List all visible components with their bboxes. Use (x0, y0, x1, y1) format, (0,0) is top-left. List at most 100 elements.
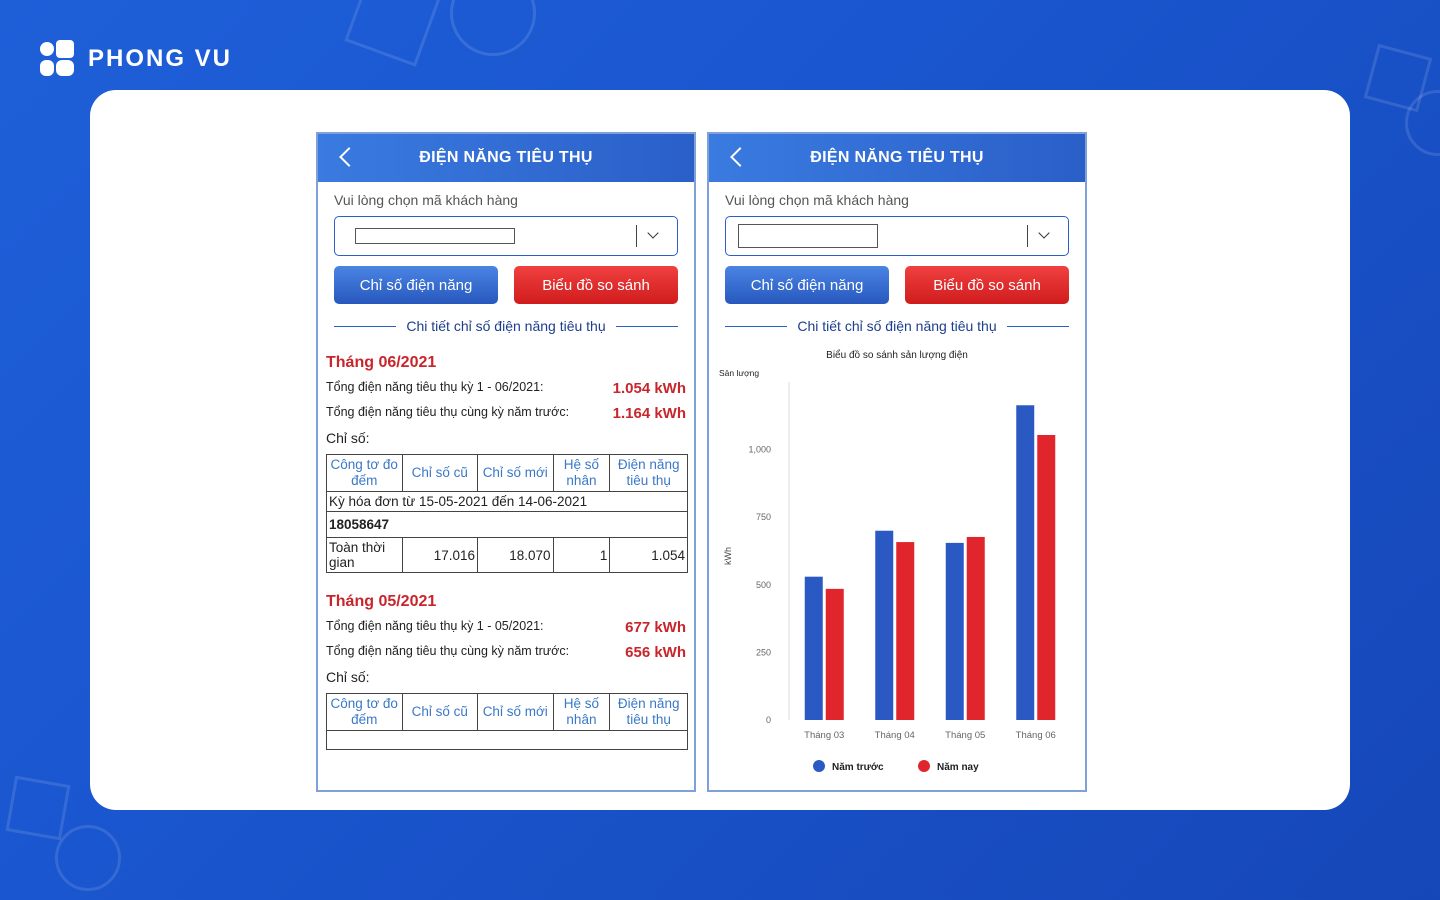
tab-row: Chỉ số điện năng Biểu đồ so sánh (334, 266, 678, 304)
col-header-old: Chỉ số cũ (401, 693, 478, 731)
chart-ylabel: kWh (723, 547, 733, 565)
bar-this-year (825, 588, 844, 720)
col-header-old: Chỉ số cũ (401, 454, 478, 492)
consumption-value: 677 kWh (625, 619, 686, 636)
y-tick-label: 1,000 (748, 445, 771, 455)
customer-select[interactable] (725, 216, 1069, 256)
bar-prev-year (875, 530, 894, 720)
bar-this-year (896, 542, 915, 720)
brand-mark-icon (40, 40, 80, 78)
table-row: Kỳ hóa đơn từ 15-05-2021 đến 14-06-2021 (326, 491, 688, 512)
meter-table: Công tơ đo đếm Chỉ số cũ Chỉ số mới Hệ s… (326, 693, 688, 750)
col-header-multiplier: Hệ số nhân (552, 454, 611, 492)
x-tick-label: Tháng 05 (945, 730, 985, 741)
brand-logo: PHONG VU (40, 40, 232, 78)
customer-select[interactable] (334, 216, 678, 256)
month-heading: Tháng 06/2021 (326, 354, 437, 371)
legend-label: Năm nay (937, 762, 979, 773)
table-row: 18058647 (326, 511, 688, 538)
y-tick-label: 750 (756, 512, 771, 522)
brand-name: PHONG VU (88, 45, 233, 72)
tab-chart-button[interactable]: Biểu đồ so sánh (905, 266, 1069, 304)
y-tick-label: 0 (766, 715, 771, 725)
select-divider (636, 225, 637, 247)
prev-year-label: Tổng điện năng tiêu thụ cùng kỳ năm trướ… (326, 644, 570, 658)
section-title-text: Chi tiết chỉ số điện năng tiêu thụ (797, 318, 997, 334)
col-header-new: Chỉ số mới (477, 693, 554, 731)
back-arrow-icon[interactable] (339, 147, 359, 167)
meter-table: Công tơ đo đếm Chỉ số cũ Chỉ số mới Hệ s… (326, 454, 688, 573)
tab-row: Chỉ số điện năng Biểu đồ so sánh (725, 266, 1069, 304)
section-title-text: Chi tiết chỉ số điện năng tiêu thụ (406, 318, 606, 334)
table-row: Toàn thời gian 17.016 18.070 1 1.054 (326, 537, 688, 573)
cell-multiplier: 1 (552, 537, 611, 573)
col-header-consumption: Điện năng tiêu thụ (609, 454, 688, 492)
bar-prev-year (804, 576, 823, 720)
x-tick-label: Tháng 03 (804, 730, 844, 741)
comparison-chart: Biểu đồ so sánh sản lượng điện Sản lượng k… (709, 342, 1085, 782)
page-title: ĐIỆN NĂNG TIÊU THỤ (419, 149, 593, 166)
col-header-consumption: Điện năng tiêu thụ (609, 693, 688, 731)
phone-screen-index: ĐIỆN NĂNG TIÊU THỤ Vui lòng chọn mã khác… (316, 132, 696, 792)
cell-new-index: 18.070 (477, 537, 554, 573)
consumption-label: Tổng điện năng tiêu thụ kỳ 1 - 06/2021: (326, 380, 544, 394)
cell-period: Toàn thời gian (326, 537, 403, 573)
col-header-new: Chỉ số mới (477, 454, 554, 492)
customer-code-input[interactable] (738, 224, 878, 248)
chart-title: Biểu đồ so sánh sản lượng điện (826, 349, 968, 361)
bg-decoration-square (5, 775, 71, 841)
phone-header: ĐIỆN NĂNG TIÊU THỤ (709, 134, 1085, 182)
bar-prev-year (945, 542, 964, 720)
billing-period: Kỳ hóa đơn từ 15-05-2021 đến 14-06-2021 (326, 491, 688, 512)
legend-label: Năm trước (832, 762, 884, 773)
month-heading: Tháng 05/2021 (326, 593, 437, 610)
meter-id: 18058647 (326, 511, 688, 538)
prev-year-value: 656 kWh (625, 644, 686, 661)
prev-year-label: Tổng điện năng tiêu thụ cùng kỳ năm trướ… (326, 405, 570, 419)
y-tick-label: 500 (756, 580, 771, 590)
chevron-down-icon[interactable] (1038, 227, 1050, 239)
bar-this-year (1037, 434, 1056, 720)
index-label: Chỉ số: (326, 669, 370, 685)
consumption-value: 1.054 kWh (612, 380, 686, 397)
section-title: Chi tiết chỉ số điện năng tiêu thụ (725, 318, 1069, 334)
tab-index-button[interactable]: Chỉ số điện năng (725, 266, 889, 304)
consumption-row: Tổng điện năng tiêu thụ kỳ 1 - 05/2021: … (326, 619, 686, 636)
chevron-down-icon[interactable] (647, 227, 659, 239)
bg-decoration-circle (55, 825, 121, 891)
chart-svg: Biểu đồ so sánh sản lượng điện Sản lượng k… (719, 349, 1056, 773)
phone-screen-chart: ĐIỆN NĂNG TIÊU THỤ Vui lòng chọn mã khác… (707, 132, 1087, 792)
prev-year-value: 1.164 kWh (612, 405, 686, 422)
table-header-row: Công tơ đo đếm Chỉ số cũ Chỉ số mới Hệ s… (326, 454, 688, 492)
x-tick-label: Tháng 06 (1016, 730, 1056, 741)
back-arrow-icon[interactable] (730, 147, 750, 167)
consumption-row: Tổng điện năng tiêu thụ kỳ 1 - 06/2021: … (326, 380, 686, 397)
customer-code-input[interactable] (355, 228, 515, 244)
tab-index-button[interactable]: Chỉ số điện năng (334, 266, 498, 304)
col-header-multiplier: Hệ số nhân (552, 693, 611, 731)
customer-prompt: Vui lòng chọn mã khách hàng (334, 192, 518, 208)
consumption-label: Tổng điện năng tiêu thụ kỳ 1 - 05/2021: (326, 619, 544, 633)
col-header-meter: Công tơ đo đếm (326, 454, 403, 492)
section-title: Chi tiết chỉ số điện năng tiêu thụ (334, 318, 678, 334)
customer-prompt: Vui lòng chọn mã khách hàng (725, 192, 909, 208)
bar-prev-year (1016, 405, 1035, 720)
index-label: Chỉ số: (326, 430, 370, 446)
y-tick-label: 250 (756, 647, 771, 657)
table-header-row: Công tơ đo đếm Chỉ số cũ Chỉ số mới Hệ s… (326, 693, 688, 731)
legend-marker (813, 760, 825, 772)
bg-decoration-square (344, 0, 442, 67)
phone-header: ĐIỆN NĂNG TIÊU THỤ (318, 134, 694, 182)
select-divider (1027, 225, 1028, 247)
cell-consumption: 1.054 (609, 537, 688, 573)
tab-chart-button[interactable]: Biểu đồ so sánh (514, 266, 678, 304)
x-tick-label: Tháng 04 (875, 730, 915, 741)
prev-year-row: Tổng điện năng tiêu thụ cùng kỳ năm trướ… (326, 405, 686, 422)
table-row (326, 730, 688, 750)
bg-decoration-circle (450, 0, 536, 56)
legend-marker (918, 760, 930, 772)
prev-year-row: Tổng điện năng tiêu thụ cùng kỳ năm trướ… (326, 644, 686, 661)
col-header-meter: Công tơ đo đếm (326, 693, 403, 731)
bar-this-year (966, 536, 985, 720)
page-title: ĐIỆN NĂNG TIÊU THỤ (810, 149, 984, 166)
